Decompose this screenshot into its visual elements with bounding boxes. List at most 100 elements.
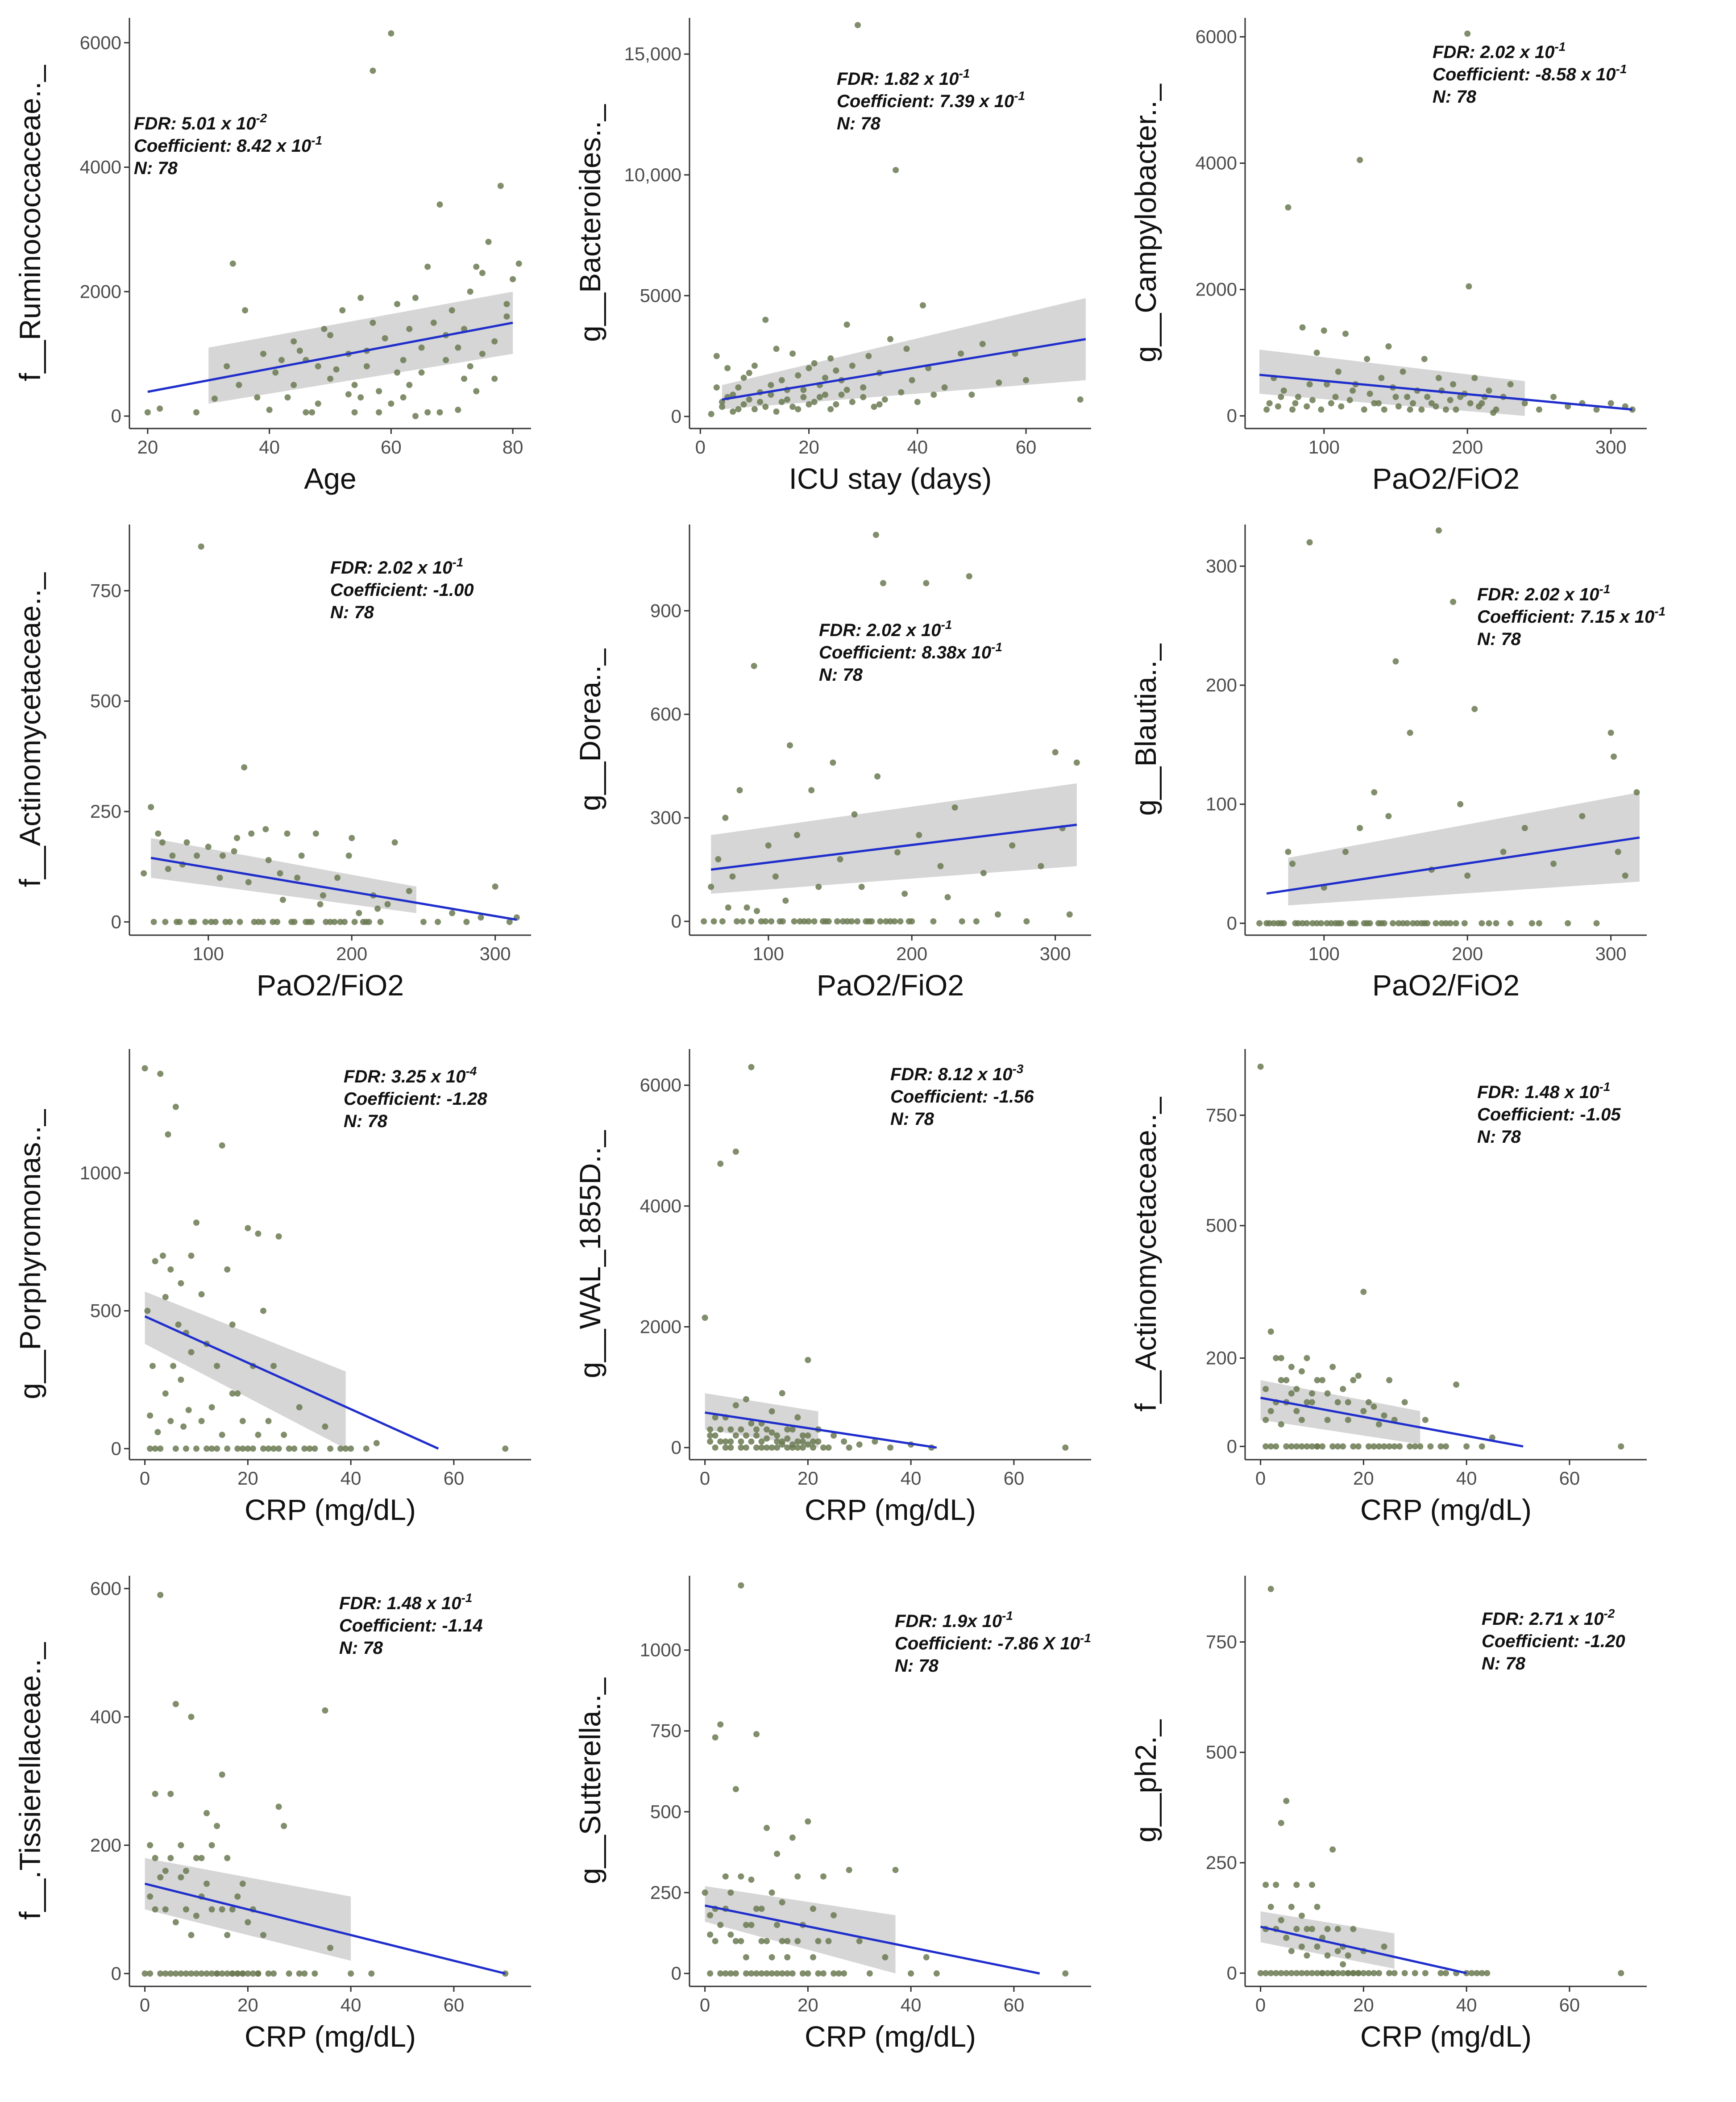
x-axis-title: PaO2/FiO2 (257, 969, 404, 1002)
data-point (1381, 406, 1387, 413)
data-point (764, 1444, 770, 1451)
data-point (160, 1253, 166, 1259)
data-point (1267, 1970, 1274, 1977)
data-point (1355, 1970, 1362, 1977)
data-point (799, 1970, 806, 1977)
x-tick-label: 60 (1559, 1468, 1580, 1489)
data-point (1633, 789, 1640, 795)
x-tick-label: 20 (1353, 1994, 1374, 2015)
data-point (717, 1161, 724, 1167)
data-point (764, 1938, 770, 1944)
data-point (772, 873, 779, 880)
data-point (1319, 1970, 1326, 1977)
data-point (1263, 1443, 1269, 1450)
data-point (144, 409, 151, 416)
n-label: N: 78 (890, 1109, 934, 1129)
data-point (1293, 1970, 1300, 1977)
data-point (303, 919, 309, 925)
data-point (309, 409, 316, 416)
data-point (251, 919, 257, 925)
data-point (1318, 920, 1325, 927)
data-point (748, 1970, 755, 1977)
data-point (805, 1441, 811, 1448)
y-tick-label: 500 (1206, 1215, 1237, 1236)
data-point (1386, 1970, 1393, 1977)
data-point (502, 1445, 509, 1452)
x-tick-label: 60 (1004, 1994, 1025, 2015)
data-point (1318, 406, 1325, 413)
x-tick-label: 0 (140, 1994, 150, 2015)
data-point (162, 1906, 169, 1913)
data-point (222, 919, 229, 925)
data-point (725, 904, 731, 911)
data-point (1306, 539, 1313, 545)
data-point (860, 384, 867, 391)
data-point (1309, 1926, 1315, 1932)
data-point (738, 1873, 744, 1880)
data-point (294, 874, 301, 881)
data-point (712, 1734, 718, 1741)
data-point (1299, 920, 1306, 927)
data-point (180, 1423, 187, 1430)
data-point (1266, 400, 1273, 407)
y-tick-label: 500 (90, 1300, 121, 1321)
data-point (1395, 403, 1402, 410)
data-point (227, 919, 233, 925)
data-point (996, 379, 1002, 386)
data-point (1285, 204, 1292, 211)
data-point (779, 1938, 785, 1944)
data-point (1329, 1443, 1336, 1450)
x-tick-label: 0 (140, 1468, 150, 1489)
data-point (1479, 1443, 1485, 1450)
data-point (291, 382, 297, 388)
data-point (363, 1445, 370, 1452)
x-tick-label: 40 (341, 1994, 361, 2015)
data-point (1376, 1421, 1382, 1428)
data-point (1350, 1443, 1357, 1450)
data-point (882, 1954, 889, 1960)
x-tick-label: 40 (259, 437, 280, 458)
data-point (360, 919, 366, 925)
data-point (903, 345, 910, 352)
data-point (1278, 1970, 1284, 1977)
y-axis-title: g__Campylobacter.._ (1129, 83, 1162, 362)
n-label: N: 78 (1477, 1127, 1521, 1147)
data-point (758, 1938, 765, 1944)
data-point (1443, 1970, 1449, 1977)
data-point (311, 1445, 318, 1452)
data-point (479, 350, 486, 357)
coefficient-label: Coefficient: 8.42 x 10-1 (134, 133, 322, 156)
data-point (1355, 1443, 1362, 1450)
data-point (373, 1440, 380, 1446)
y-tick-label: 750 (650, 1720, 681, 1741)
data-point (172, 1701, 179, 1707)
data-point (738, 1938, 744, 1944)
data-point (707, 1432, 714, 1439)
y-tick-label: 300 (650, 807, 681, 828)
data-point (727, 1438, 734, 1445)
data-point (178, 1376, 184, 1383)
data-point (1314, 1943, 1321, 1950)
data-point (1401, 1970, 1408, 1977)
data-point (286, 1970, 292, 1977)
data-point (1435, 527, 1442, 534)
data-point (147, 1970, 154, 1977)
y-tick-label: 4000 (640, 1195, 681, 1216)
data-point (1304, 1926, 1310, 1932)
data-point (740, 401, 747, 408)
x-tick-label: 0 (700, 1468, 710, 1489)
data-point (727, 1444, 734, 1451)
x-tick-label: 200 (1452, 943, 1483, 964)
data-point (1486, 920, 1492, 927)
data-point (485, 238, 492, 245)
data-point (370, 320, 376, 326)
data-point (327, 1944, 333, 1951)
data-point (1443, 406, 1449, 413)
data-point (707, 1438, 714, 1445)
x-tick-label: 100 (753, 943, 784, 964)
data-point (1366, 920, 1373, 927)
data-point (966, 573, 972, 579)
data-point (1345, 1970, 1351, 1977)
data-point (1447, 920, 1454, 927)
data-point (478, 914, 484, 921)
